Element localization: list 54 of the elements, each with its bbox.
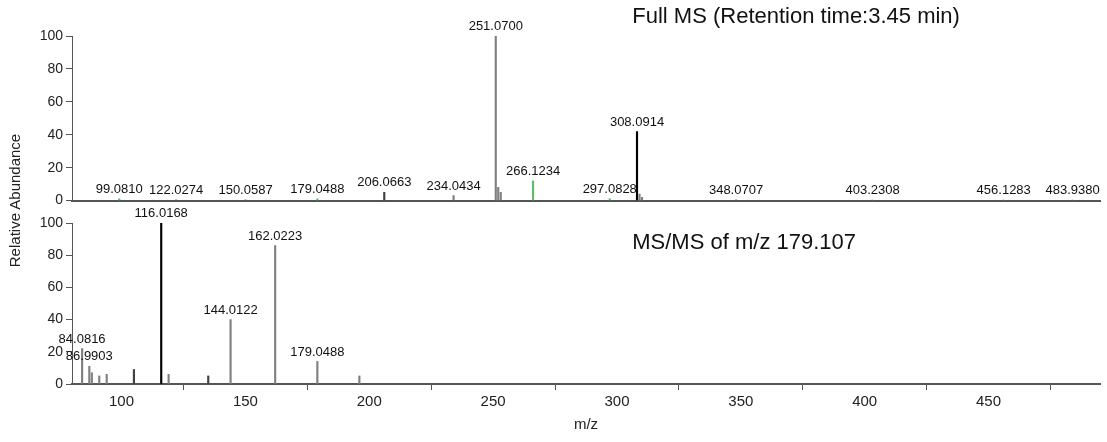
bar	[316, 361, 319, 384]
annotation: 179.0488	[290, 343, 345, 359]
x-tick-label: 100	[109, 392, 135, 410]
bar	[635, 131, 639, 201]
annotation: 162.0223	[248, 227, 303, 243]
bar	[167, 374, 170, 384]
annotation: 122.0274	[148, 181, 204, 197]
bar	[88, 365, 91, 384]
annotation: 150.0587	[218, 181, 273, 197]
bar	[638, 193, 641, 201]
x-tick-label: 350	[728, 392, 754, 410]
y-axis-title: Relative Abundance	[6, 133, 24, 267]
chart-title: MS/MS of m/z 179.107	[632, 229, 857, 255]
bar	[105, 374, 108, 384]
bar	[452, 195, 455, 201]
annotation: 251.0700	[468, 18, 523, 34]
chart-title: Full MS (Retention time:3.45 min)	[632, 3, 960, 29]
bar	[132, 369, 136, 384]
x-tick-label: 450	[976, 392, 1002, 410]
y-tick-label: 40	[47, 125, 64, 142]
y-tick-label: 100	[39, 213, 64, 230]
bar	[494, 36, 497, 201]
y-tick-label: 40	[47, 310, 64, 327]
bar	[160, 223, 163, 384]
y-tick-label: 60	[47, 92, 64, 109]
annotation: 403.2308	[845, 182, 900, 198]
x-tick-label: 200	[356, 392, 382, 410]
x-tick-label: 150	[232, 392, 258, 410]
annotation: 99.0810	[95, 181, 143, 197]
x-tick-label: 300	[604, 392, 630, 410]
x-axis-title: m/z	[573, 415, 599, 433]
y-tick-label: 20	[47, 158, 64, 175]
y-tick-label: 60	[47, 278, 64, 295]
y-tick-label: 100	[39, 26, 64, 43]
bar	[229, 319, 232, 384]
annotation: 234.0434	[426, 177, 481, 193]
bar	[274, 245, 277, 384]
annotation: 116.0168	[134, 205, 188, 221]
y-tick-label: 80	[47, 246, 64, 263]
annotation: 179.0488	[290, 181, 345, 197]
annotation: 206.0663	[357, 174, 412, 190]
annotation: 456.1283	[976, 182, 1031, 198]
annotation: 297.0828	[582, 181, 637, 197]
y-tick-label: 20	[47, 342, 64, 359]
annotation: 348.0707	[708, 181, 764, 197]
y-tick-label: 80	[47, 59, 64, 76]
y-tick-label: 0	[55, 374, 64, 391]
x-tick-label: 250	[480, 392, 506, 410]
y-tick-label: 0	[55, 191, 64, 208]
annotation: 308.0914	[609, 113, 665, 129]
x-tick-label: 400	[852, 392, 878, 410]
annotation: 144.0122	[203, 301, 258, 317]
annotation: 483.9380	[1045, 182, 1100, 198]
annotation: 266.1234	[505, 162, 561, 178]
